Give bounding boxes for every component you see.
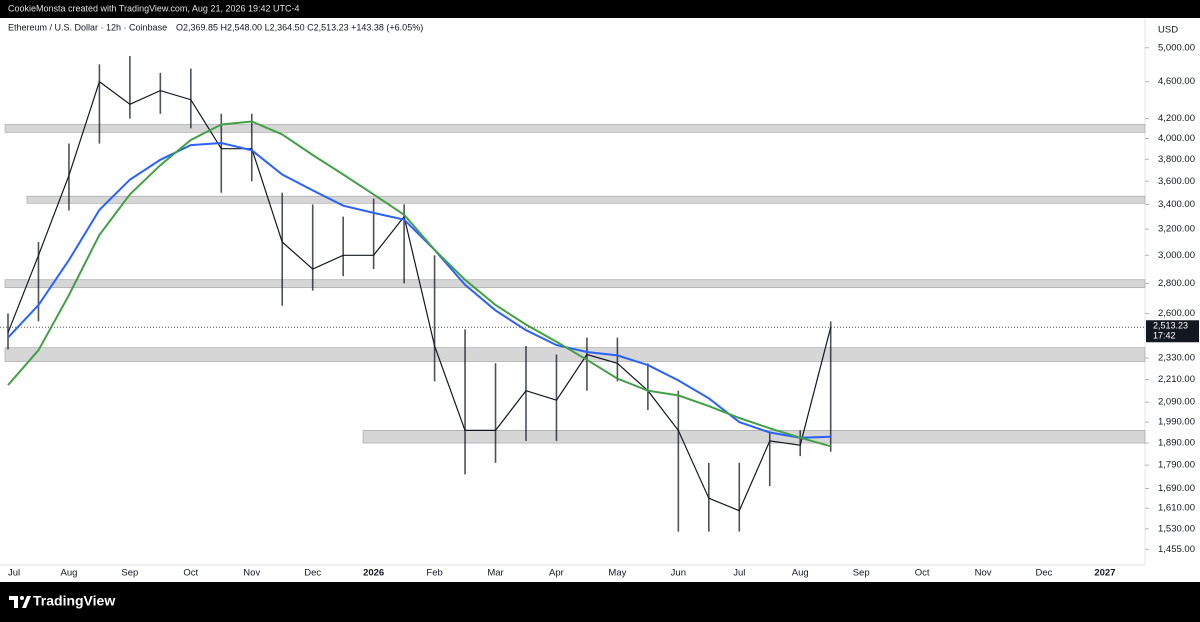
y-tick-label: 3,800.00 (1158, 154, 1195, 165)
x-tick-label: Aug (60, 568, 77, 579)
x-tick-label: Apr (549, 568, 564, 579)
symbol: Ethereum / U.S. Dollar · 12h · Coinbase (8, 22, 167, 32)
x-tick-label: Sep (853, 568, 870, 579)
x-tick-label: Dec (1036, 568, 1053, 579)
y-tick-label: 5,000.00 (1158, 42, 1195, 53)
brand-logo (9, 596, 31, 608)
x-tick-label: Feb (426, 568, 442, 579)
footer-bar (0, 582, 1200, 622)
last-price-label: 2,513.23 (1153, 321, 1188, 331)
y-tick-label: 2,800.00 (1158, 278, 1195, 289)
x-tick-label: Nov (975, 568, 992, 579)
y-tick-label: 4,600.00 (1158, 76, 1195, 87)
moving-average (7, 141, 831, 439)
zone (4, 347, 1146, 362)
y-tick-label: 4,000.00 (1158, 133, 1195, 144)
y-tick-label: 2,210.00 (1158, 374, 1195, 385)
x-tick-label: Dec (304, 568, 321, 579)
last-price-box (1146, 320, 1199, 343)
ohlc: O2,369.85 H2,548.00 L2,364.50 C2,513.23 … (176, 22, 423, 32)
x-tick-label: Jul (8, 568, 20, 579)
x-tick-label: Mar (487, 568, 503, 579)
x-tick-label: May (608, 568, 626, 579)
chart-area (0, 18, 1200, 582)
zone (4, 279, 1146, 289)
y-tick-label: 1,690.00 (1158, 483, 1195, 494)
top-bar (0, 0, 1200, 18)
logo-dot (20, 596, 24, 600)
countdown: 17:42 (1153, 331, 1176, 341)
x-tick-label: Oct (915, 568, 930, 579)
y-tick-label: 1,890.00 (1158, 438, 1195, 449)
x-tick-label: Jul (733, 568, 745, 579)
x-tick-label: 2027 (1094, 568, 1115, 579)
y-tick-label: 1,455.00 (1158, 544, 1195, 555)
x-tick-label: Aug (792, 568, 809, 579)
y-tick-label: 1,790.00 (1158, 460, 1195, 471)
credit: CookieMonsta created with TradingView.co… (8, 3, 300, 13)
moving-average (7, 120, 831, 448)
y-tick-label: 3,000.00 (1158, 250, 1195, 261)
logo-mark (9, 596, 31, 608)
zone (4, 124, 1146, 133)
zone (362, 430, 1146, 444)
currency: USD (1158, 25, 1178, 36)
y-tick-label: 1,610.00 (1158, 503, 1195, 514)
x-tick-label: Jun (671, 568, 686, 579)
x-tick-label: 2026 (363, 568, 384, 579)
y-tick-label: 3,400.00 (1158, 199, 1195, 210)
x-tick-label: Sep (121, 568, 138, 579)
x-tick-label: Oct (183, 568, 198, 579)
y-tick-label: 3,600.00 (1158, 176, 1195, 187)
y-tick-label: 2,090.00 (1158, 397, 1195, 408)
zone (26, 195, 1146, 204)
y-tick-label: 3,200.00 (1158, 224, 1195, 235)
y-tick-label: 1,990.00 (1158, 417, 1195, 428)
y-tick-label: 2,600.00 (1158, 308, 1195, 319)
brand: TradingView (33, 593, 115, 609)
y-tick-label: 2,330.00 (1158, 353, 1195, 364)
price-line (7, 80, 832, 512)
y-tick-label: 1,530.00 (1158, 523, 1195, 534)
x-tick-label: Nov (243, 568, 260, 579)
y-tick-label: 4,200.00 (1158, 113, 1195, 124)
